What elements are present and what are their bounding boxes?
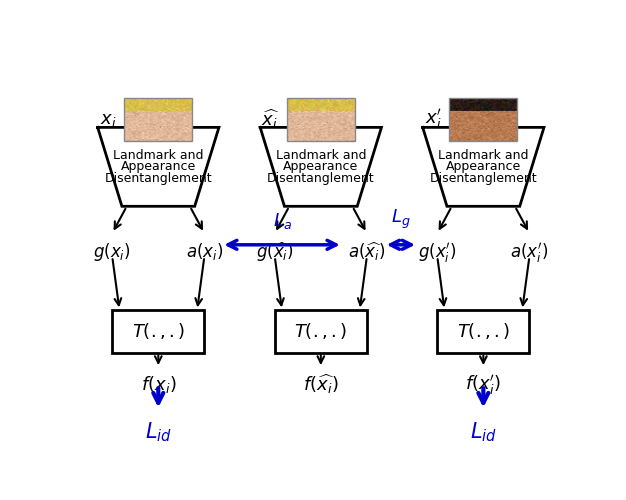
- Bar: [437, 310, 530, 352]
- Text: $f(\widehat{x_i})$: $f(\widehat{x_i})$: [303, 374, 339, 396]
- Text: Landmark and: Landmark and: [438, 149, 528, 162]
- Text: $T(.,.)$: $T(.,.)$: [131, 322, 185, 342]
- Text: $x_i$: $x_i$: [101, 110, 117, 128]
- Text: $f(x_i^{\prime})$: $f(x_i^{\prime})$: [465, 374, 501, 398]
- Text: Appearance: Appearance: [446, 160, 521, 173]
- Bar: [125, 98, 192, 141]
- Text: $g(x_i^{\prime})$: $g(x_i^{\prime})$: [418, 241, 456, 265]
- Text: Appearance: Appearance: [121, 160, 196, 173]
- Bar: [449, 98, 517, 141]
- Bar: [275, 310, 367, 352]
- Text: $a(x_i^{\prime})$: $a(x_i^{\prime})$: [510, 241, 548, 265]
- Text: $L_{id}$: $L_{id}$: [470, 420, 497, 444]
- Text: $L_{id}$: $L_{id}$: [145, 420, 172, 444]
- Text: Disentanglement: Disentanglement: [267, 172, 374, 185]
- Bar: [112, 310, 204, 352]
- Text: Appearance: Appearance: [283, 160, 359, 173]
- Text: $L_a$: $L_a$: [272, 212, 292, 232]
- Text: $f(x_i)$: $f(x_i)$: [141, 374, 176, 395]
- Text: $L_g$: $L_g$: [391, 208, 411, 232]
- Text: Landmark and: Landmark and: [275, 149, 366, 162]
- Text: $a(x_i)$: $a(x_i)$: [186, 241, 223, 262]
- Text: $T(.,.)$: $T(.,.)$: [294, 322, 347, 342]
- Text: $x_i^{\prime}$: $x_i^{\prime}$: [425, 108, 442, 132]
- Text: Landmark and: Landmark and: [113, 149, 203, 162]
- Bar: [287, 98, 355, 141]
- Text: Disentanglement: Disentanglement: [429, 172, 537, 185]
- Text: $g(\widehat{x_i})$: $g(\widehat{x_i})$: [256, 241, 294, 264]
- Text: $T(.,.)$: $T(.,.)$: [457, 322, 510, 342]
- Text: $g(x_i)$: $g(x_i)$: [93, 241, 131, 263]
- Text: Disentanglement: Disentanglement: [105, 172, 212, 185]
- Text: $\widehat{x_i}$: $\widehat{x_i}$: [261, 108, 280, 131]
- Text: $a(\widehat{x_i})$: $a(\widehat{x_i})$: [348, 241, 386, 263]
